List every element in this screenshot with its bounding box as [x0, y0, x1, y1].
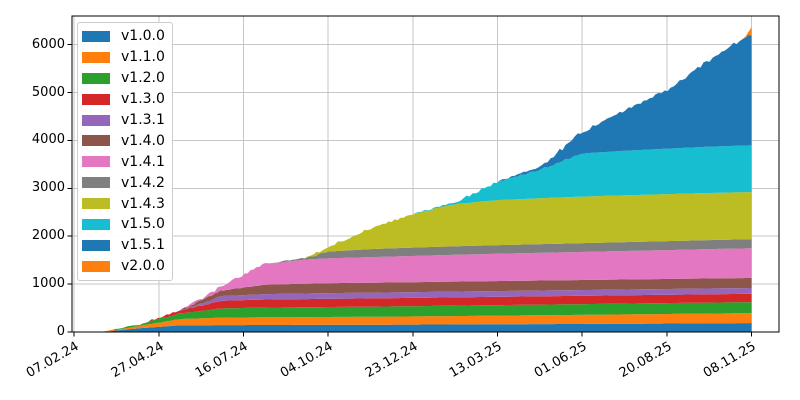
legend-label: v1.5.1 [121, 237, 165, 254]
area-v1.2.0 [100, 302, 752, 332]
legend-swatch-icon [82, 114, 110, 126]
legend-label: v1.1.0 [121, 49, 165, 66]
legend-swatch-icon [82, 156, 110, 168]
area-v1.4.0 [100, 277, 752, 332]
area-v1.1.0 [100, 313, 752, 332]
legend-swatch-icon [82, 51, 110, 63]
legend-label: v1.4.0 [121, 132, 165, 149]
legend-swatch-icon [82, 260, 110, 272]
legend-swatch-icon [82, 177, 110, 189]
legend: v1.0.0 v1.1.0 v1.2.0 v1.3.0 v1.3.1 v1.4.0 v1.4… [77, 22, 173, 281]
legend-label: v1.3.1 [121, 112, 165, 128]
area-v1.4.2 [100, 239, 752, 332]
legend-item: v1.0.0 [78, 26, 172, 47]
y-tick-label: 2000 [31, 228, 65, 244]
y-tick-label: 6000 [31, 36, 65, 52]
legend-swatch-icon [82, 135, 110, 147]
legend-swatch-icon [82, 218, 110, 230]
legend-label: v1.2.0 [121, 70, 165, 87]
legend-item: v1.2.0 [78, 68, 172, 89]
legend-item: v1.3.0 [78, 89, 172, 110]
legend-swatch-icon [82, 239, 110, 251]
legend-swatch-icon [82, 198, 110, 210]
legend-label: v1.4.2 [121, 174, 165, 191]
area-v1.0.0 [100, 323, 752, 332]
legend-item: v2.0.0 [78, 256, 172, 277]
legend-label: v2.0.0 [121, 258, 165, 275]
y-tick-label: 5000 [31, 84, 65, 100]
legend-item: v1.5.1 [78, 235, 172, 256]
y-tick-label: 0 [56, 324, 65, 339]
legend-item: v1.4.0 [78, 130, 172, 151]
area-v1.4.3 [100, 192, 752, 332]
y-tick-label: 1000 [31, 276, 65, 292]
legend-label: v1.4.1 [121, 153, 165, 170]
y-tick-label: 3000 [31, 180, 65, 196]
legend-item: v1.5.0 [78, 214, 172, 235]
area-v1.4.1 [100, 248, 752, 332]
legend-swatch-icon [82, 72, 110, 84]
legend-label: v1.5.0 [121, 216, 165, 233]
plot-frame [71, 15, 780, 333]
legend-swatch-icon [82, 93, 110, 105]
legend-swatch-icon [82, 30, 110, 42]
legend-label: v1.4.3 [121, 195, 165, 212]
area-v1.5.0 [100, 145, 752, 332]
area-v1.3.0 [100, 293, 752, 332]
legend-label: v1.0.0 [121, 28, 165, 45]
y-tick-label: 4000 [31, 132, 65, 148]
legend-item: v1.4.3 [78, 193, 172, 214]
legend-item: v1.1.0 [78, 47, 172, 68]
legend-item: v1.4.2 [78, 172, 172, 193]
area-v1.3.1 [100, 288, 752, 332]
legend-item: v1.3.1 [78, 110, 172, 131]
legend-label: v1.3.0 [121, 91, 165, 108]
legend-item: v1.4.1 [78, 151, 172, 172]
